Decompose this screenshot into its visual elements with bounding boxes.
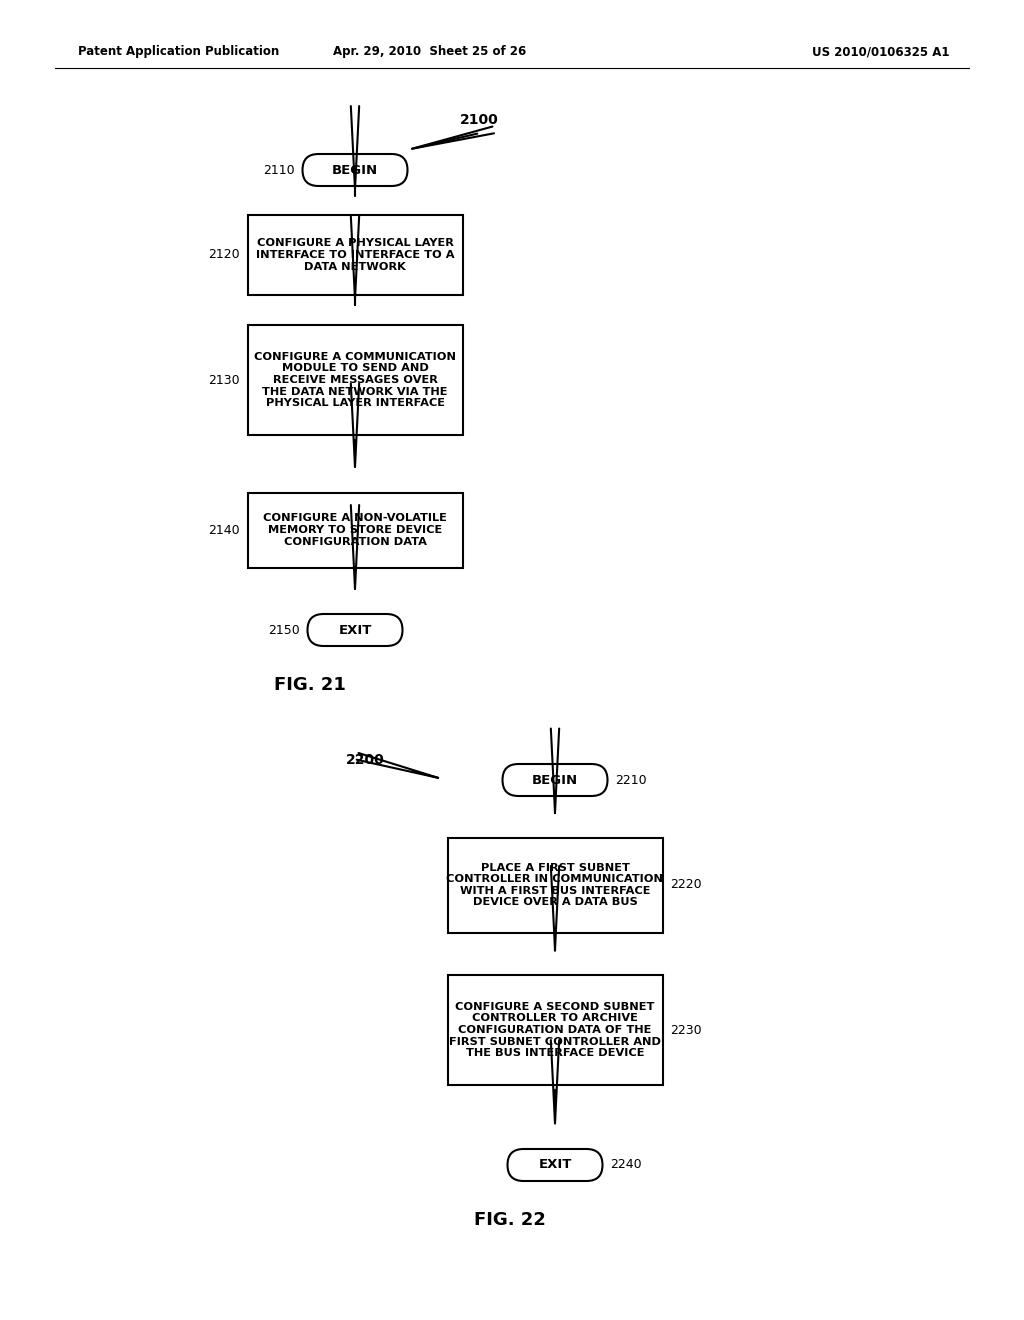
- Text: 2230: 2230: [671, 1023, 702, 1036]
- Text: 2120: 2120: [208, 248, 240, 261]
- Text: 2150: 2150: [267, 623, 299, 636]
- FancyBboxPatch shape: [503, 764, 607, 796]
- Text: 2200: 2200: [346, 752, 385, 767]
- FancyBboxPatch shape: [447, 837, 663, 932]
- FancyBboxPatch shape: [508, 1148, 602, 1181]
- Text: 2100: 2100: [460, 114, 499, 127]
- Text: PLACE A FIRST SUBNET
CONTROLLER IN COMMUNICATION
WITH A FIRST BUS INTERFACE
DEVI: PLACE A FIRST SUBNET CONTROLLER IN COMMU…: [446, 862, 664, 907]
- Text: 2210: 2210: [615, 774, 647, 787]
- FancyBboxPatch shape: [302, 154, 408, 186]
- Text: BEGIN: BEGIN: [531, 774, 579, 787]
- Text: 2140: 2140: [208, 524, 240, 536]
- Text: 2130: 2130: [208, 374, 240, 387]
- FancyBboxPatch shape: [248, 215, 463, 294]
- Text: CONFIGURE A SECOND SUBNET
CONTROLLER TO ARCHIVE
CONFIGURATION DATA OF THE
FIRST : CONFIGURE A SECOND SUBNET CONTROLLER TO …: [449, 1002, 662, 1059]
- Text: Patent Application Publication: Patent Application Publication: [78, 45, 280, 58]
- FancyBboxPatch shape: [307, 614, 402, 645]
- Text: CONFIGURE A COMMUNICATION
MODULE TO SEND AND
RECEIVE MESSAGES OVER
THE DATA NETW: CONFIGURE A COMMUNICATION MODULE TO SEND…: [254, 352, 456, 408]
- Text: EXIT: EXIT: [539, 1159, 571, 1172]
- Text: FIG. 22: FIG. 22: [474, 1210, 546, 1229]
- FancyBboxPatch shape: [447, 975, 663, 1085]
- Text: 2220: 2220: [671, 879, 702, 891]
- Text: EXIT: EXIT: [338, 623, 372, 636]
- Text: BEGIN: BEGIN: [332, 164, 378, 177]
- Text: 2240: 2240: [610, 1159, 642, 1172]
- Text: Apr. 29, 2010  Sheet 25 of 26: Apr. 29, 2010 Sheet 25 of 26: [334, 45, 526, 58]
- FancyBboxPatch shape: [248, 492, 463, 568]
- Text: FIG. 21: FIG. 21: [274, 676, 346, 694]
- Text: 2110: 2110: [263, 164, 295, 177]
- Text: CONFIGURE A PHYSICAL LAYER
INTERFACE TO INTERFACE TO A
DATA NETWORK: CONFIGURE A PHYSICAL LAYER INTERFACE TO …: [256, 239, 455, 272]
- Text: CONFIGURE A NON-VOLATILE
MEMORY TO STORE DEVICE
CONFIGURATION DATA: CONFIGURE A NON-VOLATILE MEMORY TO STORE…: [263, 513, 446, 546]
- Text: US 2010/0106325 A1: US 2010/0106325 A1: [812, 45, 950, 58]
- FancyBboxPatch shape: [248, 325, 463, 436]
